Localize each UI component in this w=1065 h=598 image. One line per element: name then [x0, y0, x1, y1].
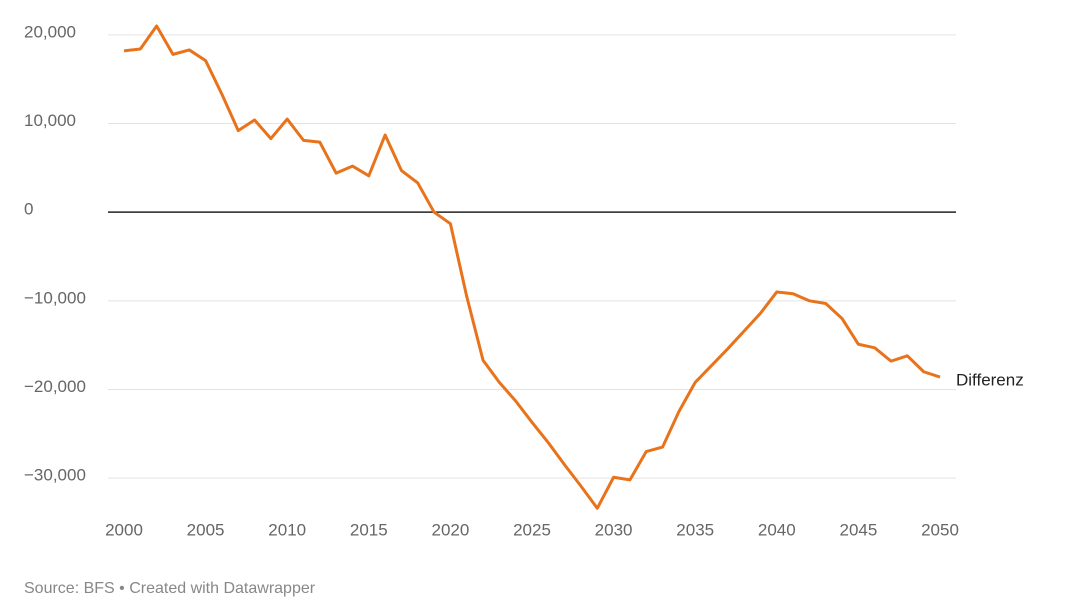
line: [123, 24, 941, 510]
x-tick-label: 2010: [268, 520, 306, 539]
x-tick-label: 2000: [105, 520, 143, 539]
y-tick-label: −30,000: [24, 466, 86, 485]
y-tick-label: −10,000: [24, 288, 86, 307]
x-tick-label: 2030: [595, 520, 633, 539]
x-tick-label: 2020: [431, 520, 469, 539]
y-tick-label: 10,000: [24, 111, 76, 130]
y-tick-label: 0: [24, 200, 33, 219]
source: Source: BFS • Created with Datawrapper: [24, 580, 316, 597]
x-tick-label: 2025: [513, 520, 551, 539]
y-tick-label: 20,000: [24, 22, 76, 41]
x-tick-label: 2035: [676, 520, 714, 539]
x-tick-label: 2050: [921, 520, 959, 539]
x-tick-label: 2045: [839, 520, 877, 539]
x-tick-label: 2005: [187, 520, 225, 539]
y-tick-label: −20,000: [24, 377, 86, 396]
x-tick-label: 2015: [350, 520, 388, 539]
series-label: Differenz: [956, 371, 1024, 390]
x-tick-label: 2040: [758, 520, 796, 539]
